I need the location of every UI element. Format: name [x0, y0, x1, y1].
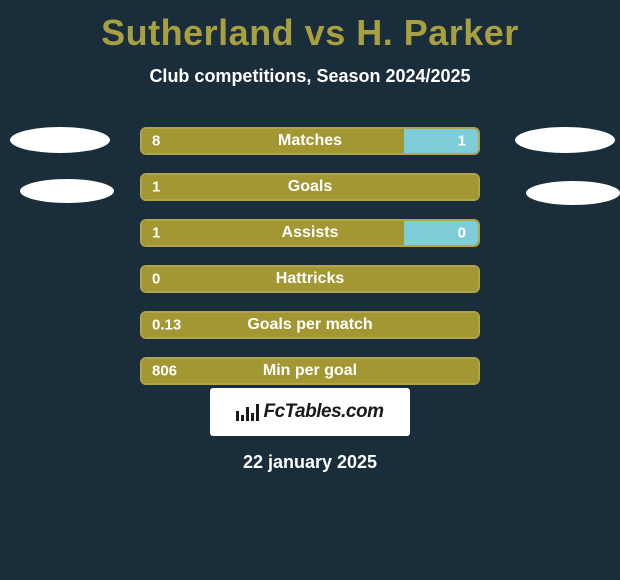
- stat-label: Hattricks: [276, 270, 344, 288]
- stat-value-right: 0: [458, 225, 466, 242]
- logo-text: FcTables.com: [263, 401, 383, 423]
- date-label: 22 january 2025: [243, 452, 377, 473]
- player1-badge-placeholder: [10, 127, 110, 153]
- stat-row: Goals 1: [140, 173, 480, 201]
- stat-value-right: 1: [458, 133, 466, 150]
- stat-label: Min per goal: [263, 362, 357, 380]
- stat-label: Assists: [282, 224, 339, 242]
- player2-badge-placeholder: [515, 127, 615, 153]
- stat-label: Goals per match: [247, 316, 372, 334]
- stat-row: Min per goal 806: [140, 357, 480, 385]
- stat-value-left: 1: [152, 225, 160, 242]
- stat-value-left: 0: [152, 271, 160, 288]
- logo-bars-icon: [236, 403, 259, 421]
- player2-flag-placeholder: [526, 181, 620, 205]
- bar-right: [404, 221, 478, 245]
- stat-row: Goals per match 0.13: [140, 311, 480, 339]
- stat-bars: Matches 8 1 Goals 1 Assists 1 0 Hattricks 0 Goals …: [140, 127, 480, 403]
- stat-value-left: 806: [152, 363, 177, 380]
- stat-label: Goals: [288, 178, 332, 196]
- stat-row: Matches 8 1: [140, 127, 480, 155]
- stat-row: Hattricks 0: [140, 265, 480, 293]
- player1-flag-placeholder: [20, 179, 114, 203]
- bar-right: [404, 129, 478, 153]
- bar-left: [142, 129, 404, 153]
- stat-row: Assists 1 0: [140, 219, 480, 247]
- page-title: Sutherland vs H. Parker: [0, 0, 620, 54]
- stat-label: Matches: [278, 132, 342, 150]
- fctables-logo: FcTables.com: [210, 388, 410, 436]
- stat-value-left: 8: [152, 133, 160, 150]
- subtitle: Club competitions, Season 2024/2025: [0, 66, 620, 87]
- bar-left: [142, 221, 404, 245]
- stat-value-left: 1: [152, 179, 160, 196]
- stat-value-left: 0.13: [152, 317, 181, 334]
